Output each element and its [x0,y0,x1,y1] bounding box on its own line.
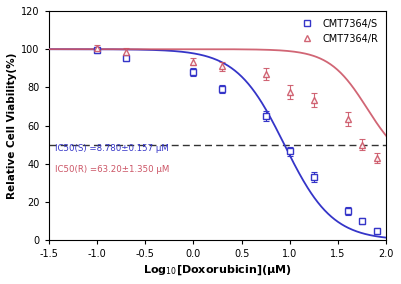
CMT7364/R [374,156,379,160]
CMT7364/S [220,87,225,91]
CMT7364/S [312,176,316,179]
CMT7364/S [263,114,268,118]
CMT7364/S [288,150,292,153]
CMT7364/S [374,229,379,233]
Legend: CMT7364/S, CMT7364/R: CMT7364/S, CMT7364/R [294,16,381,47]
Line: CMT7364/R: CMT7364/R [94,45,380,161]
CMT7364/R [345,117,350,121]
CMT7364/R [95,47,99,50]
Y-axis label: Relative Cell Viability(%): Relative Cell Viability(%) [7,53,17,199]
X-axis label: Log$_{10}$[Doxorubicin](μM): Log$_{10}$[Doxorubicin](μM) [143,264,292,277]
CMT7364/R [191,60,196,63]
CMT7364/R [220,65,225,68]
CMT7364/R [263,72,268,76]
Text: IC50(R) =63.20±1.350 μM: IC50(R) =63.20±1.350 μM [55,165,170,174]
Line: CMT7364/S: CMT7364/S [94,47,379,233]
CMT7364/R [360,143,365,147]
CMT7364/S [124,56,128,59]
CMT7364/S [360,220,365,223]
Text: IC50(S) =8.780±0.157 μM: IC50(S) =8.780±0.157 μM [55,144,169,153]
CMT7364/S [95,49,99,52]
CMT7364/R [288,91,292,94]
CMT7364/S [345,209,350,212]
CMT7364/R [312,98,316,102]
CMT7364/R [124,50,128,54]
CMT7364/S [191,70,196,74]
